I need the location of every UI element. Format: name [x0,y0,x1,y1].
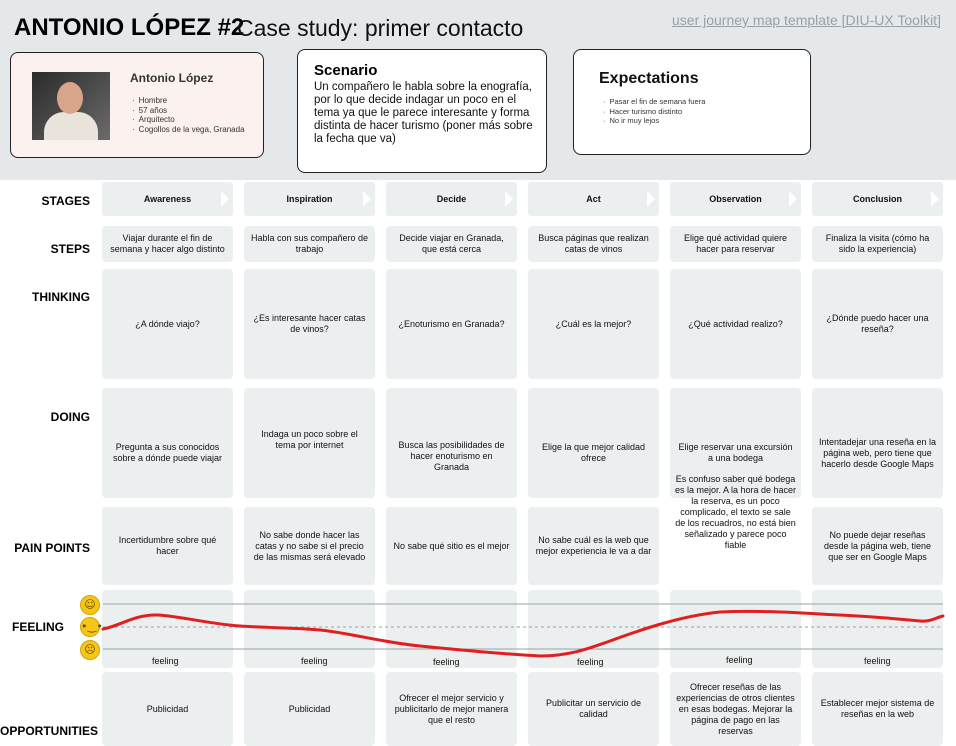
persona-card: Antonio López Hombre 57 años Arquitecto … [10,52,264,158]
feeling-label: feeling [577,657,604,667]
persona-detail: Arquitecto [132,115,245,125]
expectation-item: Hacer turismo distinto [603,107,705,117]
opportunity-cell: Establecer mejor sistema de reseñas en l… [812,672,943,746]
stage-decide: Decide [386,182,517,216]
expectation-item: No ir muy lejos [603,116,705,126]
opportunity-cell: Publicidad [102,672,233,746]
stage-label: Decide [436,194,467,204]
stage-label: Act [586,194,601,204]
opportunity-cell: Publicitar un servicio de calidad [528,672,659,746]
persona-photo [32,72,110,140]
scenario-title: Scenario [314,62,378,79]
row-label-feeling: FEELING [11,620,64,634]
chevron-right-icon [505,191,513,207]
stage-awareness: Awareness [102,182,233,216]
stage-inspiration: Inspiration [244,182,375,216]
doing-cell: Elige reservar una excursión a una bodeg… [670,388,801,498]
opportunity-cell: Ofrecer reseñas de las experiencias de o… [670,672,801,746]
step-cell: Habla con sus compañero de trabajo [244,226,375,262]
chevron-right-icon [363,191,371,207]
persona-name: Antonio López [130,71,214,85]
persona-detail: 57 años [132,106,245,116]
persona-detail: Cogollos de la vega, Granada [132,125,245,135]
page-title: ANTONIO LÓPEZ #2 [14,14,245,41]
row-label-stages: STAGES [41,194,90,208]
thinking-cell: ¿A dónde viajo? [102,269,233,379]
expectations-card: Expectations Pasar el fin de semana fuer… [573,49,811,155]
pain-point-cell: Incertidumbre sobre qué hacer [102,507,233,585]
step-cell: Finaliza la visita (cómo ha sido la expe… [812,226,943,262]
expectations-list: Pasar el fin de semana fuera Hacer turis… [603,97,706,126]
thinking-cell: ¿Qué actividad realizo? [670,269,801,379]
step-cell: Decide viajar en Granada, que está cerca [386,226,517,262]
pain-point-cell: No puede dejar reseñas desde la página w… [812,507,943,585]
chevron-right-icon [221,191,229,207]
scenario-text: Un compañero le habla sobre la enografía… [314,81,533,145]
row-label-opportunities: OPPORTUNITIES [0,724,99,738]
chevron-right-icon [647,191,655,207]
pain-point-cell: No sabe cuál es la web que mejor experie… [528,507,659,585]
happy-face-icon: ☺ [80,595,100,615]
stage-label: Awareness [143,194,192,204]
step-cell: Viajar durante el fin de semana y hacer … [102,226,233,262]
thinking-cell: ¿Enoturismo en Granada? [386,269,517,379]
row-label-pain-points: PAIN POINTS [14,541,90,555]
doing-cell: Busca las posibilidades de hacer enoturi… [386,388,517,498]
pain-point-cell: No sabe qué sitio es el mejor [386,507,517,585]
thinking-cell: ¿Cuál es la mejor? [528,269,659,379]
sad-face-icon: ☹ [80,640,100,660]
stage-label: Inspiration [286,194,333,204]
expectation-item: Pasar el fin de semana fuera [603,97,706,107]
neutral-face-icon: •‿• [80,617,103,637]
row-label-doing: DOING [50,410,90,424]
stage-act: Act [528,182,659,216]
feeling-label: feeling [864,656,891,666]
persona-detail: Hombre [132,96,245,106]
thinking-cell: ¿Dónde puedo hacer una reseña? [812,269,943,379]
doing-cell: Intentadejar una reseña en la página web… [812,388,943,498]
feeling-label: feeling [301,656,328,666]
pain-point-cell: No sabe donde hacer las catas y no sabe … [244,507,375,585]
step-cell: Elige qué actividad quiere hacer para re… [670,226,801,262]
opportunity-cell: Ofrecer el mejor servicio y publicitarlo… [386,672,517,746]
persona-details: Hombre 57 años Arquitecto Cogollos de la… [132,96,245,134]
stage-conclusion: Conclusion [812,182,943,216]
doing-cell: Pregunta a sus conocidos sobre a dónde p… [102,388,233,498]
template-link[interactable]: user journey map template [DIU-UX Toolki… [672,12,941,28]
scenario-card: Scenario Un compañero le habla sobre la … [297,49,547,173]
chevron-right-icon [789,191,797,207]
thinking-cell: ¿Es interesante hacer catas de vinos? [244,269,375,379]
pain-point-cell: Es confuso saber qué bodega es la mejor.… [674,474,797,550]
expectations-title: Expectations [599,70,699,87]
stage-observation: Observation [670,182,801,216]
stage-label: Observation [709,194,762,204]
stage-label: Conclusion [853,194,902,204]
step-cell: Busca páginas que realizan catas de vino… [528,226,659,262]
chevron-right-icon [931,191,939,207]
doing-cell: Elige la que mejor calidad ofrece [528,388,659,498]
feeling-label: feeling [152,656,179,666]
feeling-label: feeling [726,655,753,665]
row-label-thinking: THINKING [32,290,90,304]
row-label-steps: STEPS [50,242,90,256]
doing-cell: Indaga un poco sobre el tema por interne… [244,388,375,498]
opportunity-cell: Publicidad [244,672,375,746]
feeling-label: feeling [433,657,460,667]
page-subtitle: Case study: primer contacto [237,15,524,41]
